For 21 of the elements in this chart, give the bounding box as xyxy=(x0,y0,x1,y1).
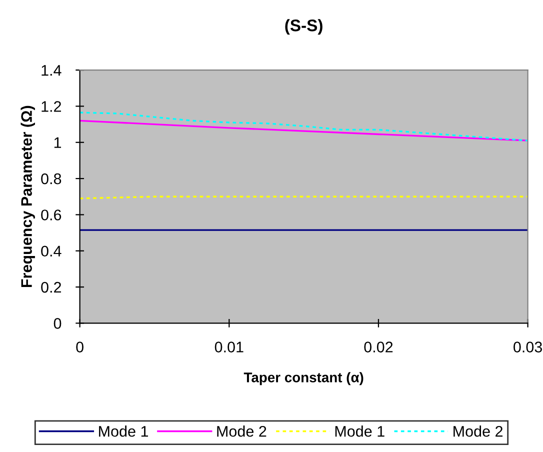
y-tick-label: 1.4 xyxy=(42,65,62,76)
chart-title: (S-S) xyxy=(285,19,322,35)
line-series xyxy=(80,112,528,142)
x-tick-label: 0 xyxy=(76,342,84,352)
legend-label: Mode 1 xyxy=(335,426,384,437)
y-tick-label: 1 xyxy=(54,137,62,148)
y-tick-label: 0.2 xyxy=(41,282,61,293)
x-tick-label: 0.03 xyxy=(514,342,542,352)
y-tick-label: 0.6 xyxy=(41,210,62,220)
y-axis-title: Frequency Parameter (Ω) xyxy=(20,106,35,288)
y-tick-label: 0.8 xyxy=(41,173,62,184)
y-tick-label: 0 xyxy=(54,318,62,329)
legend-label: Mode 2 xyxy=(217,426,266,437)
line-series xyxy=(80,120,528,142)
x-tick-label: 0.01 xyxy=(214,342,244,352)
x-tick-label: 0.02 xyxy=(364,342,393,352)
y-tick-label: 0.4 xyxy=(41,246,62,257)
y-tick-label: 1.2 xyxy=(42,101,61,112)
x-axis-title: Taper constant (α) xyxy=(244,372,364,386)
legend-label: Mode 2 xyxy=(454,426,503,437)
legend-label: Mode 1 xyxy=(99,426,148,437)
